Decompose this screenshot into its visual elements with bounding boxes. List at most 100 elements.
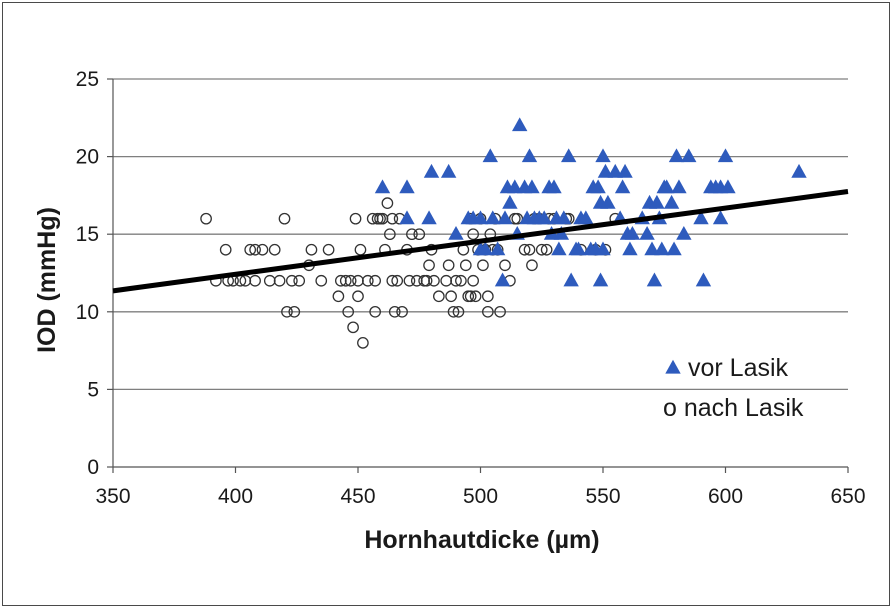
y-tick-label: 5: [87, 378, 99, 401]
point-vor-lasik: [649, 194, 665, 209]
point-vor-lasik: [614, 179, 631, 194]
x-tick-labels: 350 400 450 500 550 600 650: [95, 485, 865, 508]
x-tick-label: 500: [463, 485, 498, 508]
point-vor-lasik: [644, 241, 660, 256]
point-vor-lasik: [663, 194, 680, 209]
y-axis-title: IOD (mmHg): [33, 207, 61, 353]
point-vor-lasik: [659, 179, 675, 194]
point-nach-lasik: [511, 212, 524, 225]
point-nach-lasik: [285, 274, 298, 287]
point-nach-lasik: [518, 243, 531, 256]
point-nach-lasik: [388, 305, 401, 318]
point-vor-lasik: [536, 210, 552, 225]
x-tick-label: 450: [340, 485, 375, 508]
point-vor-lasik: [681, 148, 697, 163]
x-tick-label: 400: [218, 485, 253, 508]
point-vor-lasik: [578, 210, 594, 225]
x-tick-label: 350: [95, 485, 130, 508]
point-nach-lasik: [477, 259, 489, 272]
point-nach-lasik: [386, 274, 399, 287]
trendline: [112, 189, 849, 294]
point-nach-lasik: [464, 290, 477, 303]
point-vor-lasik: [595, 148, 611, 163]
point-vor-lasik: [507, 179, 523, 194]
point-vor-lasik: [570, 241, 587, 256]
point-vor-lasik: [448, 225, 464, 240]
point-nach-lasik: [467, 274, 479, 287]
point-nach-lasik: [361, 274, 374, 287]
trendline-layer: [112, 189, 849, 294]
point-nach-lasik: [249, 243, 261, 256]
y-tick-label: 15: [76, 223, 99, 246]
x-tick-label: 600: [708, 485, 743, 508]
point-nach-lasik: [347, 321, 359, 334]
point-vor-lasik: [489, 241, 506, 256]
point-nach-lasik: [354, 243, 367, 256]
point-vor-lasik: [553, 225, 570, 240]
legend: vor Lasik o nach Lasik: [663, 354, 804, 422]
point-nach-lasik: [442, 259, 455, 272]
axes: [107, 78, 849, 473]
point-nach-lasik: [315, 274, 328, 287]
point-vor-lasik: [524, 179, 540, 194]
point-nach-lasik: [293, 274, 306, 287]
point-vor-lasik: [720, 179, 736, 194]
point-nach-lasik: [523, 243, 536, 256]
point-vor-lasik: [440, 163, 457, 178]
point-nach-lasik: [428, 274, 440, 287]
point-nach-lasik: [440, 274, 453, 287]
point-vor-lasik: [695, 272, 712, 287]
point-nach-lasik: [357, 336, 369, 349]
point-vor-lasik: [546, 179, 562, 194]
point-nach-lasik: [200, 212, 212, 225]
point-nach-lasik: [467, 228, 479, 241]
point-vor-lasik: [671, 179, 687, 194]
point-nach-lasik: [396, 305, 408, 318]
point-nach-lasik: [450, 274, 462, 287]
point-nach-lasik: [526, 259, 538, 272]
x-axis-title: Hornhautdicke (µm): [364, 526, 599, 554]
x-tick-label: 550: [585, 485, 620, 508]
point-vor-lasik: [592, 272, 609, 287]
point-nach-lasik: [219, 243, 232, 256]
point-nach-lasik: [459, 259, 472, 272]
point-nach-lasik: [381, 197, 394, 210]
point-nach-lasik: [288, 305, 301, 318]
y-tick-label: 10: [76, 301, 99, 324]
point-nach-lasik: [481, 290, 494, 303]
point-vor-lasik: [494, 272, 511, 287]
grid-lines: [113, 78, 848, 391]
point-vor-lasik: [597, 163, 614, 178]
point-nach-lasik: [256, 243, 269, 256]
point-nach-lasik: [499, 259, 511, 272]
point-nach-lasik: [418, 274, 430, 287]
point-nach-lasik: [352, 290, 364, 303]
point-nach-lasik: [386, 212, 399, 225]
point-nach-lasik: [420, 274, 433, 287]
point-nach-lasik: [391, 274, 404, 287]
point-nach-lasik: [403, 274, 416, 287]
point-nach-lasik: [268, 243, 281, 256]
point-vor-lasik: [712, 210, 729, 225]
point-nach-lasik: [349, 212, 362, 225]
point-vor-lasik: [590, 179, 606, 194]
point-nach-lasik: [369, 274, 381, 287]
point-vor-lasik: [423, 163, 440, 178]
point-vor-lasik: [399, 179, 415, 194]
point-nach-lasik: [322, 243, 335, 256]
point-nach-lasik: [249, 274, 261, 287]
point-nach-lasik: [263, 274, 276, 287]
x-tick-label: 650: [830, 485, 865, 508]
point-vor-lasik: [600, 194, 616, 209]
point-vor-lasik: [521, 148, 538, 163]
point-vor-lasik: [556, 210, 572, 225]
point-vor-lasik: [374, 179, 391, 194]
point-vor-lasik: [502, 194, 518, 209]
y-tick-label: 25: [76, 68, 99, 91]
point-nach-lasik: [432, 290, 445, 303]
point-nach-lasik: [481, 305, 494, 318]
point-vor-lasik: [717, 148, 734, 163]
point-nach-lasik: [469, 290, 482, 303]
